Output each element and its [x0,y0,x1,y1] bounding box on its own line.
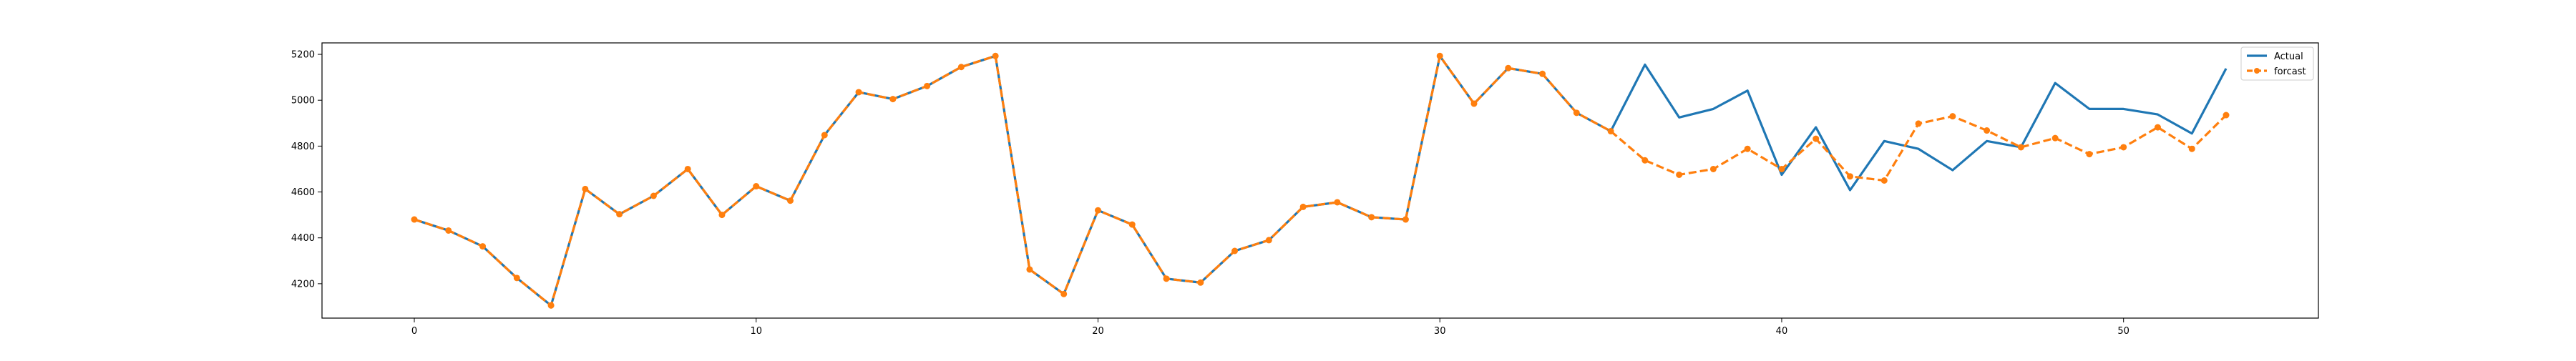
data-point [1470,100,1478,107]
data-point [1607,128,1614,135]
data-point [582,185,589,192]
legend-marker-forcast [2254,68,2260,74]
data-point [1060,290,1068,297]
data-point [1984,127,1991,134]
y-tick-label: 4800 [291,142,315,152]
data-point [2051,134,2059,142]
data-point [957,64,965,71]
y-tick-label: 5200 [291,50,315,61]
data-point [1299,203,1307,210]
data-point [1231,247,1239,254]
x-tick-label: 40 [1776,326,1788,337]
x-axis: 0 10 20 30 40 50 [411,318,2129,337]
data-point [1368,214,1375,221]
data-point [821,132,828,139]
data-point [1402,216,1409,223]
data-point [445,227,452,234]
data-point [1163,275,1170,282]
data-point [992,52,999,59]
x-tick-label: 0 [411,326,417,337]
data-point [1915,120,1922,127]
data-point [2154,124,2161,131]
data-point [855,89,862,96]
y-axis: 4200 4400 4600 4800 5000 5200 [291,50,322,290]
legend: Actual forcast [2240,46,2314,81]
data-point [1949,113,1956,120]
data-point [1197,279,1204,286]
data-point [1265,237,1272,244]
data-point [924,82,931,89]
data-point [1813,135,1820,142]
data-point [411,216,418,223]
data-point [2223,112,2230,119]
data-point [1847,173,1853,180]
x-tick-label: 10 [750,326,762,337]
data-point [2017,144,2024,151]
data-point [1436,52,1443,59]
data-point [513,275,520,282]
data-point [2086,151,2093,158]
y-tick-label: 4400 [291,233,315,244]
x-tick-label: 50 [2117,326,2129,337]
data-point [1641,157,1649,164]
data-point [1128,221,1136,228]
data-point [889,96,897,103]
series-markers [411,52,2230,309]
data-point [479,243,487,250]
series-lines [414,54,2228,307]
plot-frame [321,42,2319,319]
legend-label-actual: Actual [2274,51,2303,62]
data-point [616,211,623,218]
data-point [1539,70,1546,77]
y-tick-label: 5000 [291,96,315,107]
data-point [650,192,657,199]
series-line-forcast [414,54,2228,307]
legend-label-forcast: forcast [2274,66,2306,77]
data-point [1026,266,1033,273]
data-point [1334,199,1341,206]
data-point [1880,177,1888,184]
data-point [547,302,555,309]
data-point [2120,144,2127,151]
y-tick-label: 4600 [291,187,315,198]
data-point [1573,109,1580,117]
data-point [1709,165,1717,172]
data-point [684,165,691,172]
data-point [753,183,760,190]
data-point [2188,145,2195,152]
data-point [1676,171,1683,178]
y-tick-label: 4200 [291,279,315,290]
data-point [718,212,726,219]
x-tick-label: 20 [1092,326,1104,337]
data-point [1505,64,1512,71]
data-point [1744,145,1751,152]
data-point [787,197,794,204]
data-point [1778,165,1785,172]
data-point [1094,207,1101,214]
x-tick-label: 30 [1434,326,1446,337]
